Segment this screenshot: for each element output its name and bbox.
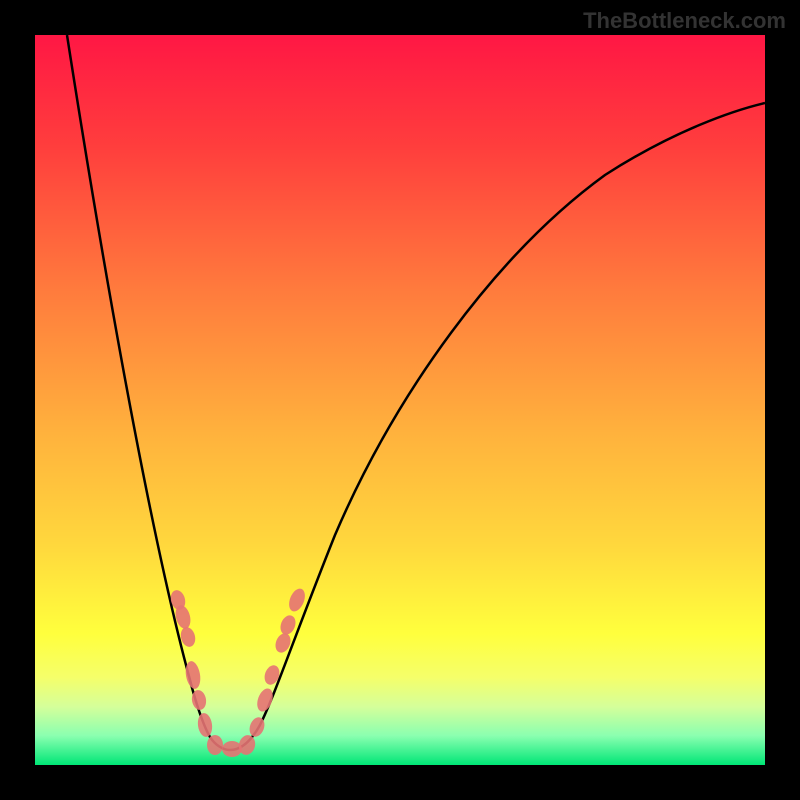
chart-marker (222, 741, 242, 757)
watermark-text: TheBottleneck.com (583, 8, 786, 34)
chart-curve-layer (35, 35, 765, 765)
chart-marker (196, 712, 213, 738)
chart-markers (169, 586, 308, 757)
chart-marker (254, 686, 275, 713)
bottleneck-curve (67, 35, 765, 750)
chart-marker (262, 663, 282, 687)
chart-marker (207, 735, 223, 755)
chart-marker (278, 613, 298, 637)
chart-plot-area (35, 35, 765, 765)
